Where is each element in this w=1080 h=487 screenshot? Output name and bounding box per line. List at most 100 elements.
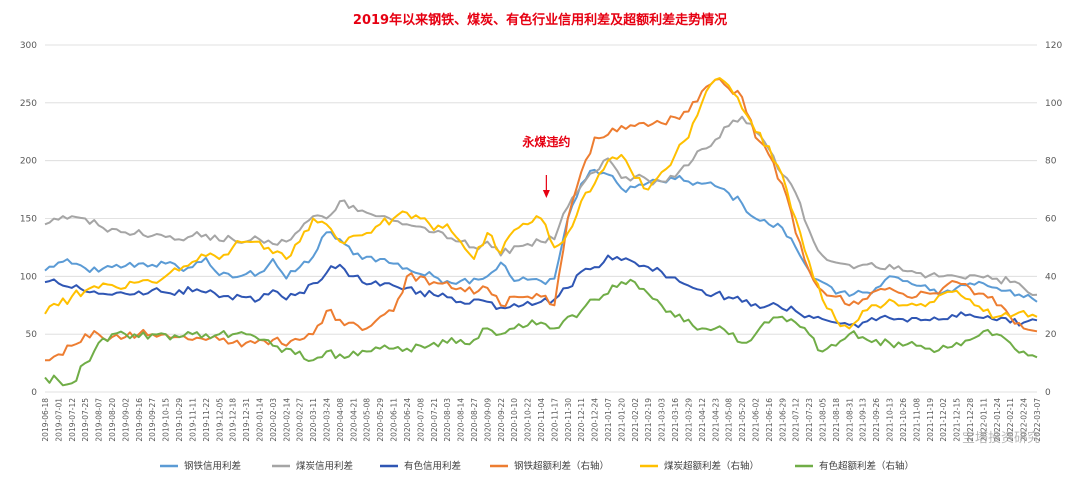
x-tick-label: 2022-01-11	[979, 398, 988, 442]
x-tick-label: 2021-12-28	[966, 398, 975, 442]
x-tick-label: 2021-05-20	[738, 398, 747, 442]
x-tick-label: 2020-09-09	[483, 398, 492, 442]
x-tick-label: 2021-06-02	[751, 398, 760, 442]
series-lines	[44, 77, 1038, 387]
y-right-tick-label: 20	[1045, 330, 1057, 340]
x-tick-label: 2021-01-07	[604, 398, 613, 442]
y-left-tick-label: 100	[20, 272, 37, 282]
x-tick-label: 2020-06-11	[390, 398, 399, 442]
x-tick-label: 2019-07-25	[81, 398, 90, 442]
x-tick-label: 2021-08-18	[832, 398, 841, 442]
x-tick-label: 2021-03-16	[671, 398, 680, 442]
x-tick-label: 2019-09-02	[121, 398, 130, 442]
x-tick-label: 2019-08-20	[108, 398, 117, 442]
y-right-tick-label: 80	[1045, 157, 1057, 167]
y-right-tick-label: 120	[1045, 41, 1062, 51]
y-right-tick-label: 60	[1045, 215, 1057, 225]
x-tick-label: 2020-10-22	[524, 398, 533, 442]
x-tick-label: 2021-04-23	[711, 398, 720, 442]
x-tick-label: 2021-07-23	[805, 398, 814, 442]
x-tick-label: 2019-09-27	[148, 398, 157, 442]
x-tick-label: 2020-08-03	[443, 398, 452, 442]
x-tick-label: 2021-10-26	[899, 398, 908, 442]
y-right-tick-label: 0	[1045, 388, 1051, 398]
chart-title: 2019年以来钢铁、煤炭、有色行业信用利差及超额利差走势情况	[353, 12, 727, 28]
watermark-text: 宝塔投资研究	[962, 430, 1040, 446]
x-tick-label: 2021-03-03	[658, 398, 667, 442]
y-axis-left: 0 50 100 150 200 250 300	[20, 41, 37, 398]
x-tick-label: 2021-01-20	[617, 398, 626, 442]
x-tick-label: 2021-08-31	[845, 398, 854, 442]
series-line-2	[44, 115, 1038, 296]
x-tick-label: 2021-02-19	[644, 398, 653, 442]
x-tick-label: 2021-06-29	[778, 398, 787, 442]
x-tick-label: 2020-09-22	[497, 398, 506, 442]
y-right-tick-label: 40	[1045, 272, 1057, 282]
y-left-tick-label: 0	[31, 388, 37, 398]
x-tick-label: 2019-12-18	[229, 398, 238, 442]
x-tick-label: 2022-02-24	[1020, 398, 1029, 442]
legend-label: 有色超额利差（右轴）	[819, 460, 914, 472]
x-tick-label: 2020-11-04	[537, 398, 546, 442]
x-tick-label: 2020-07-08	[416, 398, 425, 442]
x-tick-label: 2020-11-17	[550, 398, 559, 442]
x-tick-label: 2019-07-01	[54, 398, 63, 442]
annotation: 永煤违约	[521, 134, 570, 198]
annotation-label: 永煤违约	[521, 134, 570, 149]
legend-label: 煤炭信用利差	[296, 460, 353, 472]
x-tick-label: 2019-09-16	[135, 398, 144, 442]
legend-label: 钢铁超额利差（右轴）	[514, 460, 609, 472]
x-tick-label: 2020-07-21	[430, 398, 439, 442]
x-tick-label: 2020-02-27	[296, 398, 305, 442]
y-left-tick-label: 250	[20, 99, 37, 109]
x-tick-label: 2021-09-26	[872, 398, 881, 442]
x-tick-label: 2021-11-08	[912, 398, 921, 442]
legend-label: 有色信用利差	[404, 460, 461, 472]
series-line-5	[44, 77, 1038, 330]
x-tick-label: 2020-12-11	[577, 398, 586, 442]
x-tick-label: 2021-08-05	[819, 398, 828, 442]
x-tick-label: 2021-12-15	[953, 398, 962, 442]
x-tick-label: 2021-02-02	[631, 398, 640, 442]
y-left-tick-label: 300	[20, 41, 37, 51]
x-tick-label: 2021-11-19	[926, 398, 935, 442]
annotation-arrow-head	[542, 190, 550, 198]
x-tick-label: 2020-11-30	[564, 398, 573, 442]
x-tick-label: 2020-02-14	[282, 398, 291, 442]
x-tick-label: 2021-05-08	[725, 398, 734, 442]
x-tick-label: 2019-11-22	[202, 398, 211, 442]
x-tick-label: 2019-10-29	[175, 398, 184, 442]
x-tick-label: 2021-03-29	[684, 398, 693, 442]
series-line-6	[44, 278, 1038, 387]
x-tick-label: 2020-08-14	[457, 398, 466, 442]
x-tick-label: 2020-10-10	[510, 398, 519, 442]
x-tick-label: 2021-07-12	[792, 398, 801, 442]
x-tick-label: 2019-11-11	[188, 398, 197, 442]
x-tick-label: 2020-04-08	[336, 398, 345, 442]
x-tick-label: 2020-06-24	[403, 398, 412, 442]
x-tick-label: 2019-10-15	[162, 398, 171, 442]
legend: 钢铁信用利差 煤炭信用利差 有色信用利差 钢铁超额利差（右轴） 煤炭超额利差（右轴） 有色…	[160, 460, 914, 472]
x-tick-label: 2019-08-07	[95, 398, 104, 442]
x-tick-label: 2019-06-18	[41, 398, 50, 442]
y-right-tick-label: 100	[1045, 99, 1062, 109]
legend-label: 煤炭超额利差（右轴）	[664, 460, 759, 472]
x-tick-label: 2020-03-11	[309, 398, 318, 442]
x-tick-label: 2019-12-05	[215, 398, 224, 442]
x-tick-label: 2019-07-12	[68, 398, 77, 442]
grid	[45, 44, 1037, 393]
x-tick-label: 2021-04-12	[698, 398, 707, 442]
y-axis-right: 0 20 40 60 80 100 120	[1045, 41, 1062, 398]
x-tick-label: 2020-02-03	[269, 398, 278, 442]
x-tick-label: 2019-12-31	[242, 398, 251, 442]
legend-label: 钢铁信用利差	[184, 460, 241, 472]
x-tick-label: 2020-04-21	[349, 398, 358, 442]
x-tick-label: 2020-12-24	[591, 398, 600, 442]
x-tick-label: 2020-05-29	[376, 398, 385, 442]
x-tick-label: 2020-08-27	[470, 398, 479, 442]
x-tick-label: 2022-01-24	[993, 398, 1002, 442]
x-tick-label: 2022-02-11	[1006, 398, 1015, 442]
x-tick-label: 2020-03-24	[323, 398, 332, 442]
y-left-tick-label: 200	[20, 157, 37, 167]
